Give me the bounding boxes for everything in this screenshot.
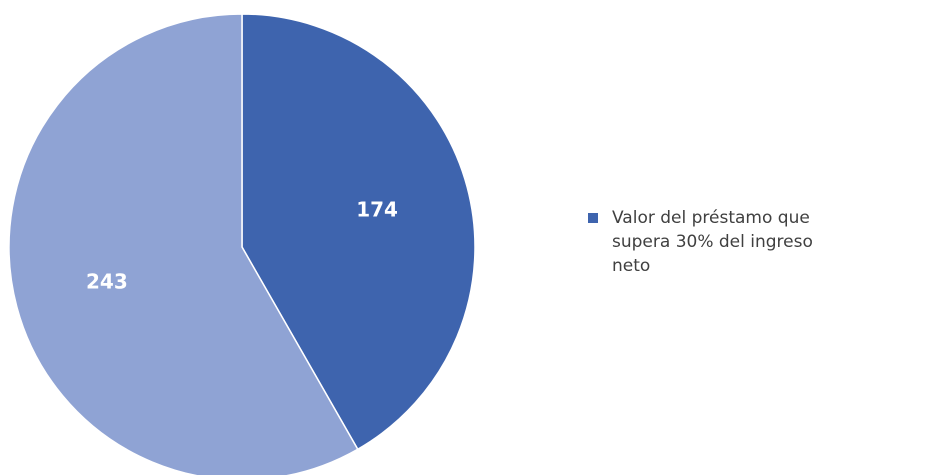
legend-item: Valor del préstamo que supera 30% del in… [588, 206, 928, 278]
pie-slice [8, 13, 359, 475]
legend-swatch [588, 213, 598, 223]
legend: Valor del préstamo que supera 30% del in… [588, 206, 928, 278]
data-label: 243 [86, 269, 128, 293]
legend-label: Valor del préstamo que supera 30% del in… [612, 208, 813, 276]
pie-slice [241, 13, 476, 451]
data-label: 174 [356, 198, 398, 222]
